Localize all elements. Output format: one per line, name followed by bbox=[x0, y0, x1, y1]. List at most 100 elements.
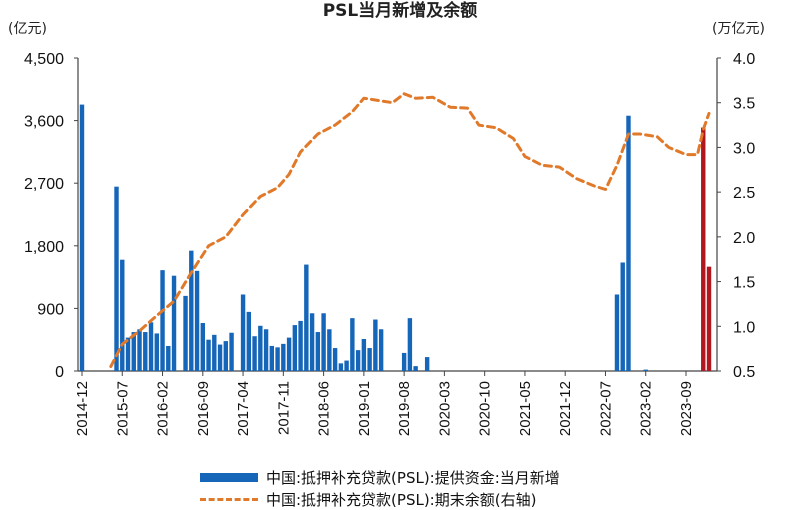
bar bbox=[217, 344, 223, 371]
bar bbox=[378, 329, 384, 371]
bar bbox=[332, 348, 338, 371]
bar bbox=[321, 313, 326, 371]
bar bbox=[154, 333, 159, 371]
x-tick-label: 2020-03 bbox=[436, 381, 453, 436]
bar bbox=[304, 264, 309, 371]
bar bbox=[166, 345, 171, 371]
right-tick-label: 3.5 bbox=[733, 96, 755, 113]
bar-series bbox=[79, 104, 712, 371]
x-tick-label: 2016-02 bbox=[155, 381, 172, 436]
bar bbox=[148, 322, 154, 371]
legend-label: 中国:抵押补充贷款(PSL):期末余额(右轴) bbox=[266, 490, 537, 509]
bar bbox=[183, 295, 188, 371]
x-tick-label: 2017-04 bbox=[235, 381, 252, 436]
balance-line bbox=[109, 92, 711, 368]
bar bbox=[327, 329, 332, 371]
bar bbox=[315, 332, 321, 371]
bar bbox=[114, 186, 119, 371]
left-tick-label: 1,800 bbox=[24, 239, 64, 256]
bar bbox=[626, 115, 631, 371]
x-tick-label: 2021-12 bbox=[557, 381, 574, 436]
left-tick-label: 900 bbox=[37, 301, 64, 318]
bar bbox=[401, 352, 407, 371]
legend-item-line: 中国:抵押补充贷款(PSL):期末余额(右轴) bbox=[200, 488, 560, 510]
x-tick-label: 2023-09 bbox=[678, 381, 695, 436]
right-tick-label: 4.0 bbox=[733, 51, 755, 68]
left-tick-label: 4,500 bbox=[24, 51, 64, 68]
right-tick-label: 2.0 bbox=[733, 230, 755, 247]
bar bbox=[160, 270, 165, 371]
bar bbox=[252, 336, 257, 371]
left-axis-unit: (亿元) bbox=[8, 21, 47, 37]
bar bbox=[620, 262, 625, 371]
x-tick-label: 2015-07 bbox=[114, 381, 131, 436]
bar bbox=[143, 332, 148, 371]
bar bbox=[292, 325, 298, 371]
bar bbox=[212, 334, 217, 371]
left-tick-label: 3,600 bbox=[24, 114, 64, 131]
bar bbox=[258, 325, 263, 371]
x-tick-label: 2023-02 bbox=[638, 381, 655, 436]
bar bbox=[269, 345, 275, 371]
bar bbox=[373, 319, 378, 371]
bar bbox=[137, 329, 142, 371]
bar bbox=[171, 275, 177, 371]
bar bbox=[206, 339, 211, 371]
x-tick-label: 2016-09 bbox=[195, 381, 212, 436]
bar bbox=[701, 127, 706, 371]
bar bbox=[263, 329, 269, 371]
bar bbox=[246, 311, 252, 371]
bar bbox=[281, 343, 286, 371]
right-tick-label: 3.0 bbox=[733, 140, 755, 157]
x-tick-label: 2017-11 bbox=[275, 381, 292, 435]
bar bbox=[240, 294, 246, 371]
x-tick-label: 2018-06 bbox=[316, 381, 333, 436]
legend-label: 中国:抵押补充贷款(PSL):提供资金:当月新增 bbox=[266, 468, 560, 487]
bar bbox=[223, 341, 229, 371]
bar bbox=[424, 357, 430, 371]
bar bbox=[407, 318, 413, 371]
bar bbox=[350, 318, 355, 371]
legend-item-bar: 中国:抵押补充贷款(PSL):提供资金:当月新增 bbox=[200, 466, 560, 488]
bar bbox=[413, 366, 418, 371]
axes: 0 900 1,800 2,700 3,600 4,500 0.5 1.0 1.5 2.0 2.5 3… bbox=[24, 51, 755, 381]
x-tick-label: 2021-05 bbox=[517, 381, 534, 436]
bar bbox=[120, 259, 125, 371]
bar bbox=[706, 266, 712, 371]
right-tick-label: 1.0 bbox=[733, 319, 755, 336]
bar bbox=[338, 363, 344, 371]
bar bbox=[229, 332, 234, 371]
legend: 中国:抵押补充贷款(PSL):提供资金:当月新增 中国:抵押补充贷款(PSL):… bbox=[200, 466, 560, 510]
right-tick-label: 2.5 bbox=[733, 185, 755, 202]
x-tick-label: 2019-01 bbox=[356, 381, 373, 436]
bar bbox=[189, 250, 194, 371]
bar bbox=[367, 348, 372, 371]
right-tick-label: 0.5 bbox=[733, 364, 755, 381]
bar bbox=[131, 332, 136, 371]
x-tick-label: 2019-08 bbox=[396, 381, 413, 436]
right-axis-unit: (万亿元) bbox=[712, 21, 765, 37]
bar bbox=[200, 323, 205, 371]
bar bbox=[309, 313, 315, 371]
bar bbox=[194, 270, 200, 371]
bar bbox=[643, 369, 648, 371]
bar bbox=[344, 360, 349, 371]
legend-line-swatch-icon bbox=[200, 497, 258, 501]
bar bbox=[355, 350, 361, 371]
left-tick-label: 2,700 bbox=[24, 176, 64, 193]
x-tick-label: 2014-12 bbox=[74, 381, 91, 436]
bar bbox=[614, 294, 620, 371]
legend-bar-swatch-icon bbox=[200, 472, 258, 482]
x-tick-label: 2022-07 bbox=[597, 381, 614, 436]
bar bbox=[298, 320, 303, 371]
left-tick-label: 0 bbox=[55, 364, 64, 381]
bar bbox=[275, 347, 280, 371]
x-axis-labels: 2014-12 2015-07 2016-02 2016-09 2017-04 2017-… bbox=[74, 371, 695, 436]
bar bbox=[79, 104, 85, 371]
bar bbox=[361, 339, 367, 371]
bar bbox=[125, 337, 131, 371]
bar bbox=[286, 337, 292, 371]
right-tick-label: 1.5 bbox=[733, 275, 755, 292]
